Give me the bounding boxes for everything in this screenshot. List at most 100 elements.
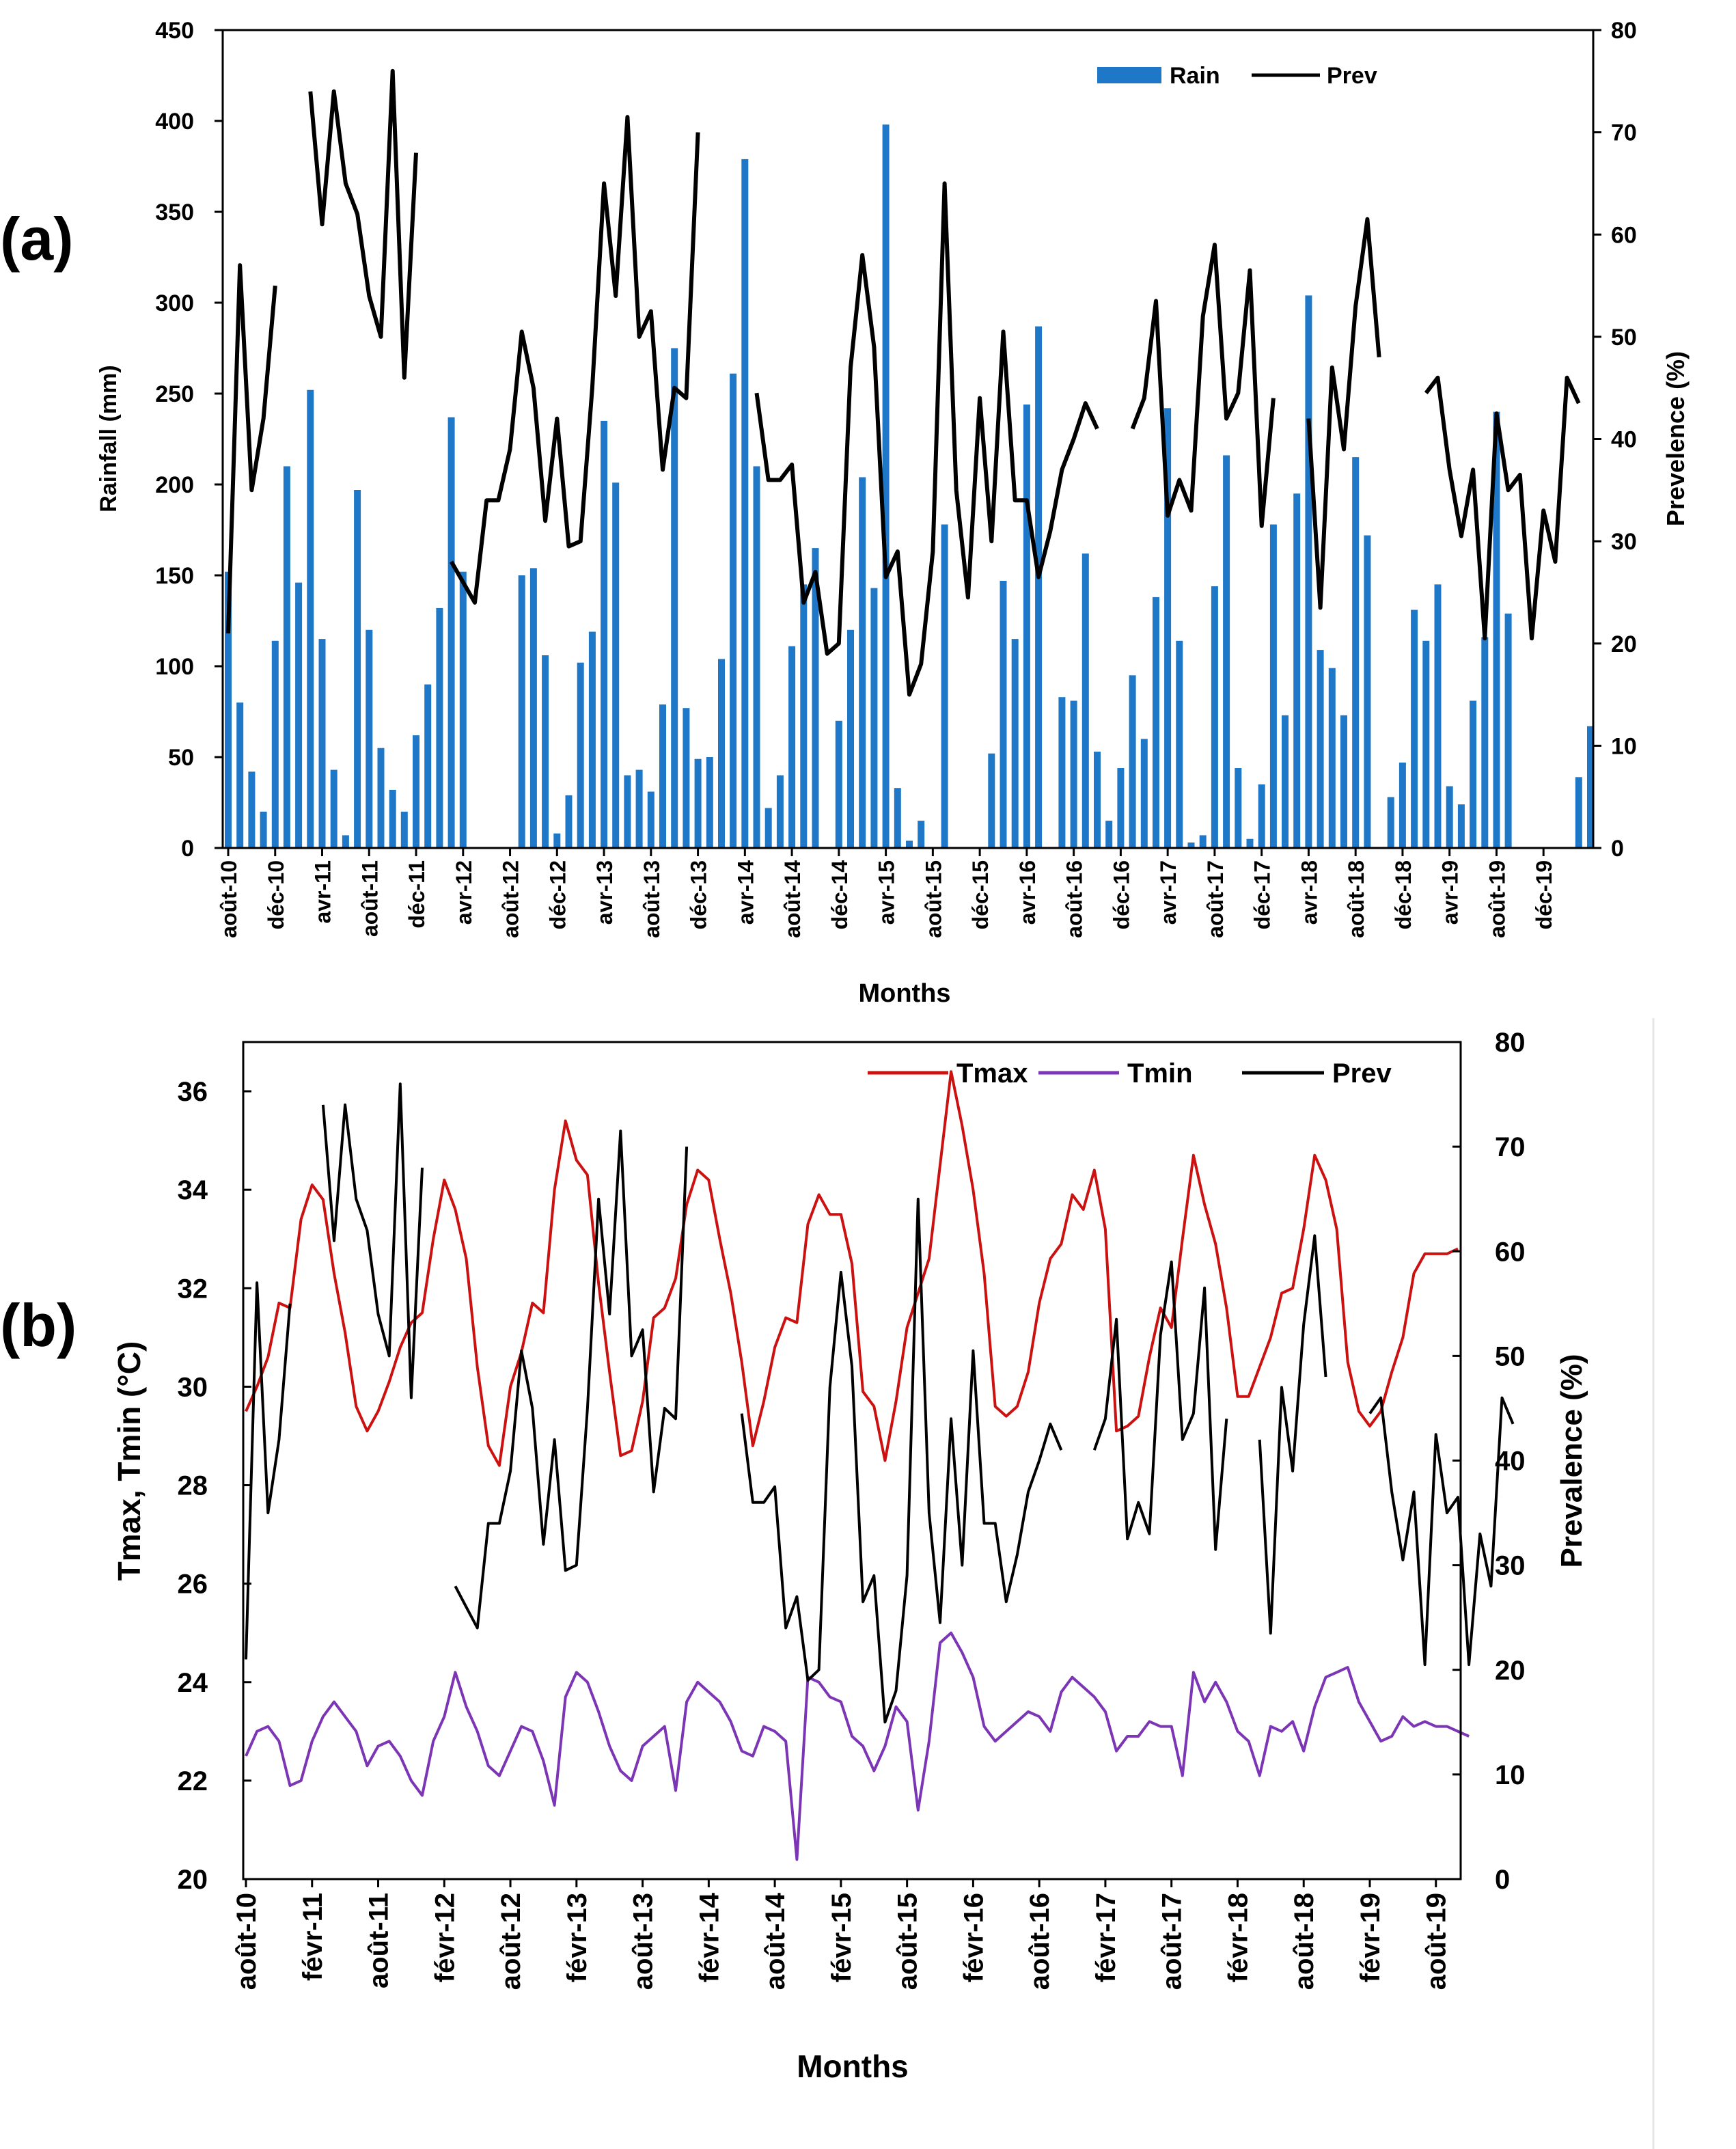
x-tick-label-a: déc-15 bbox=[968, 860, 993, 929]
tmin-line-point bbox=[785, 1740, 787, 1742]
x-tick-label-a: déc-16 bbox=[1109, 860, 1133, 929]
prev-line-a bbox=[226, 68, 1581, 697]
rain-bar bbox=[1187, 843, 1195, 848]
prev-line-a bbox=[226, 263, 277, 633]
tmin-line-point bbox=[532, 1730, 534, 1732]
rain-bar bbox=[612, 482, 620, 848]
prev-line-b-point bbox=[1413, 1491, 1415, 1493]
x-tick-label-b: août-15 bbox=[893, 1893, 923, 1990]
prev-line-b-point bbox=[1049, 1423, 1051, 1425]
prev-line-b-point bbox=[532, 1407, 534, 1409]
prev-line-b-point bbox=[972, 1350, 974, 1352]
prev-line-b-point bbox=[1127, 1538, 1129, 1540]
rain-bar bbox=[870, 588, 878, 848]
x-tick-label-a: août-17 bbox=[1203, 860, 1228, 938]
tmin-line-point bbox=[267, 1725, 269, 1727]
tmin-line-point bbox=[840, 1701, 842, 1703]
panel-a: (a) 0 50 100 150 200 250 300 350 400 450 0 10 20 30 4… bbox=[0, 18, 1690, 1008]
y-tick-right-label-b: 60 bbox=[1495, 1237, 1526, 1267]
prev-line-a-point bbox=[344, 182, 346, 184]
prev-line-a-point bbox=[803, 601, 805, 603]
rain-bar bbox=[1399, 763, 1406, 848]
rain-bar bbox=[1481, 637, 1489, 848]
prev-line-a-point bbox=[1577, 402, 1580, 405]
rain-bar bbox=[424, 684, 432, 848]
prev-line-a-point bbox=[391, 70, 394, 72]
y-axis-title-a: Rainfall (mm) bbox=[96, 365, 122, 512]
rain-bar bbox=[1153, 597, 1159, 848]
prev-line-a-point bbox=[850, 366, 852, 368]
x-tick-label-b: août-18 bbox=[1289, 1893, 1319, 1990]
prev-line-a-point bbox=[1143, 397, 1145, 399]
rain-bar bbox=[624, 775, 631, 848]
tmax-line-point bbox=[1204, 1203, 1206, 1205]
rain-bar bbox=[1352, 457, 1360, 848]
rain-bar bbox=[659, 704, 666, 848]
rain-bar bbox=[1258, 784, 1265, 848]
tmax-line-point bbox=[796, 1322, 798, 1324]
prev-line-b-point bbox=[752, 1501, 754, 1503]
tmax-line-point bbox=[1325, 1179, 1327, 1181]
tmax-line-point bbox=[763, 1401, 765, 1403]
tmax-line-point bbox=[851, 1263, 853, 1265]
prev-line-b-point bbox=[840, 1271, 842, 1273]
prev-line-b-point bbox=[906, 1574, 908, 1576]
prev-line-a-point bbox=[1343, 448, 1345, 450]
tmin-line-point bbox=[410, 1779, 412, 1781]
y-axis-right-b: 0 10 20 30 40 50 60 70 80 bbox=[1452, 1028, 1526, 1895]
prev-line-a-point bbox=[1179, 479, 1181, 481]
prev-line-b-point bbox=[994, 1522, 996, 1524]
prev-line-a-point bbox=[462, 581, 464, 584]
prev-line-a-point bbox=[638, 336, 640, 338]
tmin-line-point bbox=[1038, 1716, 1041, 1718]
prev-line-b-point bbox=[1435, 1434, 1437, 1436]
tmax-line-point bbox=[642, 1401, 644, 1403]
rain-bar bbox=[413, 735, 419, 848]
prev-line-a-point bbox=[603, 182, 605, 184]
x-tick-label-b: févr-19 bbox=[1355, 1893, 1386, 1982]
tmin-line-point bbox=[422, 1794, 424, 1796]
prev-line-b-point bbox=[1402, 1559, 1404, 1561]
tmax-line-point bbox=[994, 1406, 996, 1408]
prev-line-b-point bbox=[895, 1690, 897, 1692]
prev-line-a-point bbox=[1507, 489, 1509, 491]
prev-line-a-point bbox=[521, 331, 523, 333]
prev-line-b-point bbox=[686, 1146, 688, 1148]
prev-line-a bbox=[449, 115, 700, 605]
y-tick-label-b: 22 bbox=[178, 1766, 208, 1796]
tmax-line-point bbox=[532, 1302, 534, 1304]
y-axis-right-title-a: Prevelence (%) bbox=[1662, 351, 1690, 526]
x-tick-label-a: août-19 bbox=[1485, 860, 1509, 938]
prev-line-a-point bbox=[909, 694, 911, 696]
prev-line-a-point bbox=[403, 377, 405, 379]
tmin-line-point bbox=[333, 1701, 335, 1703]
y-tick-right-label-b: 20 bbox=[1495, 1656, 1526, 1686]
tmin-line-point bbox=[818, 1681, 820, 1683]
prev-line-b bbox=[1258, 1234, 1327, 1635]
prev-line-b bbox=[1368, 1396, 1515, 1667]
legend-rain-label: Rain bbox=[1170, 63, 1220, 89]
rain-bar bbox=[941, 524, 948, 848]
prev-line-b-point bbox=[939, 1621, 941, 1624]
tmax-line-point bbox=[564, 1120, 566, 1122]
rain-bar bbox=[1422, 640, 1430, 848]
x-tick-label-b: août-11 bbox=[364, 1893, 394, 1988]
prev-line-a-point bbox=[1472, 469, 1474, 471]
prev-line-a-point bbox=[979, 397, 981, 399]
x-tick-label-a: déc-19 bbox=[1532, 860, 1556, 929]
prev-line-b-point bbox=[1457, 1496, 1459, 1498]
tmax-line-point bbox=[884, 1460, 886, 1462]
rain-bar bbox=[1328, 668, 1336, 848]
prev-line-a-point bbox=[1437, 377, 1439, 379]
prev-line-a-point bbox=[1061, 469, 1063, 471]
prev-line-b-point bbox=[1468, 1664, 1470, 1666]
rain-bar bbox=[1470, 700, 1477, 848]
prev-line-a-point bbox=[756, 392, 758, 394]
rain-bar bbox=[588, 631, 596, 848]
rain-bar bbox=[753, 466, 760, 848]
tmax-line-point bbox=[1138, 1415, 1140, 1417]
tmin-line-point bbox=[1138, 1736, 1140, 1738]
tmax-line-point bbox=[553, 1189, 555, 1191]
rain-bar bbox=[295, 582, 303, 848]
tmax-line-point bbox=[1369, 1425, 1371, 1427]
